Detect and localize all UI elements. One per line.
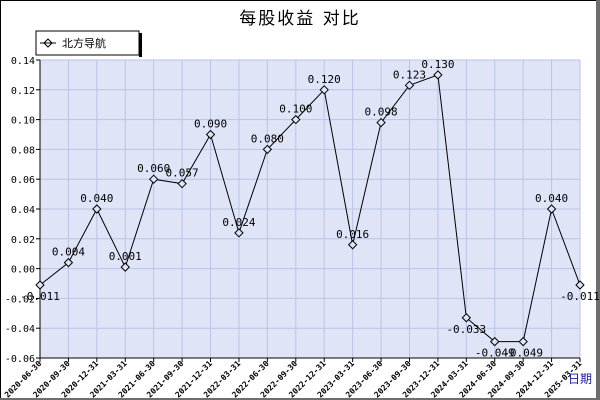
data-point-marker (518, 336, 528, 347)
y-tick-label: 0.14 (11, 56, 35, 67)
data-point-marker (120, 262, 130, 272)
data-point-marker (376, 117, 386, 128)
data-label: -0.033 (446, 323, 486, 336)
data-point-marker (546, 204, 557, 214)
series-line (39, 74, 581, 343)
data-point-marker (461, 313, 472, 323)
data-point-marker (319, 85, 329, 95)
data-label: 0.130 (421, 58, 454, 71)
data-label: -0.049 (475, 347, 515, 360)
data-point-marker (35, 280, 45, 290)
data-label: 0.016 (336, 228, 369, 241)
data-point-marker (291, 114, 301, 125)
legend-shadow (139, 33, 142, 57)
x-axis-title: 日期 (568, 372, 592, 386)
data-label: 0.040 (535, 192, 568, 205)
data-point-marker (148, 174, 159, 184)
data-point-marker (404, 80, 415, 91)
data-label: -0.011 (560, 290, 600, 303)
data-point-marker (490, 336, 500, 347)
y-tick-label: -0.02 (5, 294, 35, 305)
y-tick-label: 0.12 (11, 86, 35, 97)
data-point-marker (262, 144, 273, 155)
data-label: 0.001 (109, 250, 142, 263)
data-label: 0.040 (80, 192, 113, 205)
y-tick-label: 0.08 (11, 145, 35, 156)
data-label: 0.004 (52, 246, 85, 259)
y-tick-label: 0.02 (11, 235, 35, 246)
frame-shadow-right (596, 0, 600, 400)
data-label: -0.049 (503, 347, 543, 360)
data-label: 0.123 (393, 68, 426, 81)
data-point-marker (575, 280, 585, 290)
y-tick-label: 0.04 (11, 205, 35, 216)
y-tick-label: 0.00 (11, 265, 35, 276)
legend: 北方导航 (35, 30, 142, 57)
data-label: 0.120 (308, 73, 341, 86)
y-tick-label: -0.06 (5, 354, 35, 365)
data-label: 0.090 (194, 118, 227, 131)
data-label: 0.057 (166, 167, 199, 180)
data-point-marker (92, 204, 102, 214)
data-point-marker (63, 257, 74, 268)
data-label: 0.098 (364, 106, 397, 119)
y-tick-label: -0.04 (5, 324, 35, 335)
data-point-marker (347, 240, 358, 250)
legend-diamond-icon (43, 38, 53, 48)
data-point-marker (234, 228, 244, 238)
chart-title: 每股收益 对比 (239, 9, 361, 29)
data-point-marker (177, 178, 187, 189)
data-label: 0.080 (251, 132, 284, 145)
data-label: 0.100 (279, 103, 312, 116)
data-label: -0.011 (20, 290, 60, 303)
legend-label: 北方导航 (62, 36, 106, 50)
data-point-marker (433, 70, 443, 80)
y-tick-label: 0.06 (11, 175, 35, 186)
frame-shadow-bottom (0, 398, 600, 400)
data-point-marker (205, 129, 216, 140)
y-tick-label: 0.10 (11, 116, 35, 127)
data-label: 0.024 (222, 216, 255, 229)
data-label: 0.060 (137, 162, 170, 175)
